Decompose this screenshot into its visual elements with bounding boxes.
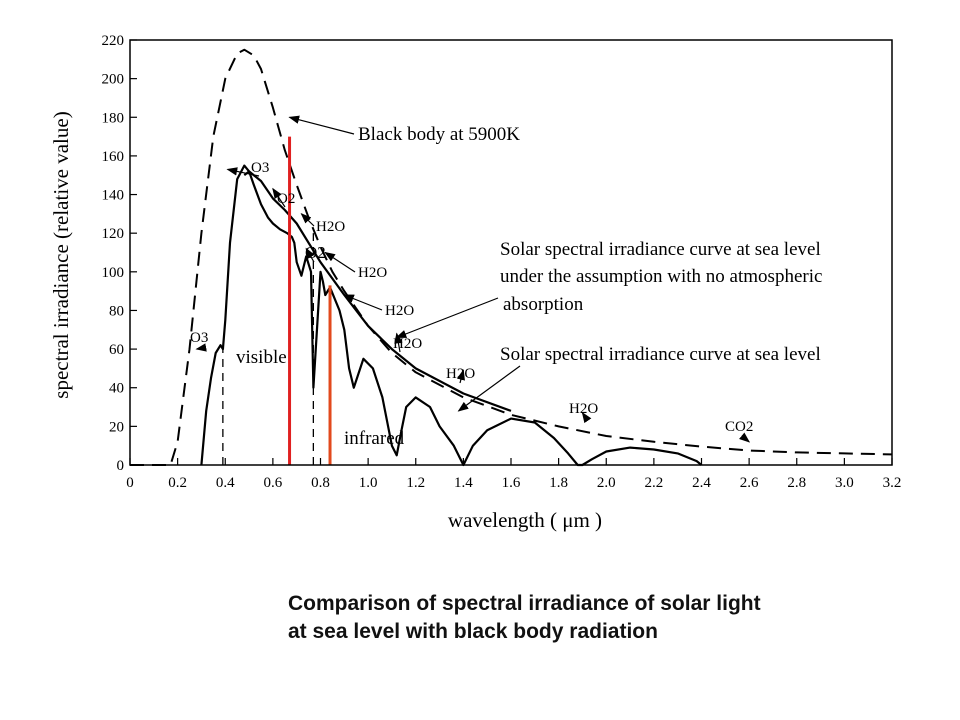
annotation-arrow (581, 411, 592, 424)
y-axis-label: spectral irradiance (relative value) (49, 111, 73, 398)
x-tick-label: 0.8 (311, 475, 330, 491)
y-tick-label: 60 (109, 342, 124, 358)
annotation-arrow (300, 213, 315, 227)
series-layer (130, 48, 893, 467)
label-sea-level: Solar spectral irradiance curve at sea l… (500, 344, 821, 365)
x-tick-label: 2.0 (597, 475, 616, 491)
annotation-h2o-3: H2O (385, 303, 414, 319)
label-no-absorption-line3: absorption (503, 294, 584, 315)
annotation-arrows (195, 115, 751, 443)
annotation-arrow (226, 167, 260, 177)
annotation-o2-mid: O2 (305, 243, 326, 262)
annotation-arrow (305, 247, 315, 263)
annotation-co2: CO2 (725, 419, 753, 435)
y-tick-label: 200 (102, 72, 125, 88)
annotation-arrow (195, 343, 207, 352)
annotation-h2o-1: H2O (316, 219, 345, 235)
no-absorption-curve (243, 170, 512, 412)
annotation-h2o-2: H2O (358, 265, 387, 281)
annotation-arrow (272, 187, 286, 208)
annotation-arrow (324, 251, 356, 273)
black-body-curve (130, 48, 893, 466)
annotation-h2o-4: H2O (393, 336, 422, 352)
caption-line-1: Comparison of spectral irradiance of sol… (288, 592, 761, 615)
annotation-arrow (343, 294, 383, 311)
x-axis-label: wavelength ( μm ) (448, 508, 602, 532)
x-tick-label: 0.6 (264, 475, 283, 491)
y-tick-label: 0 (117, 458, 125, 474)
annotation-o3-left: O3 (190, 330, 208, 346)
x-tick-label: 2.4 (692, 475, 711, 491)
x-tick-label: 3.2 (883, 475, 902, 491)
y-tick-label: 20 (109, 419, 124, 435)
x-tick-label: 1.4 (454, 475, 473, 491)
annotation-black-body: Black body at 5900K (358, 124, 520, 145)
figure-caption: Comparison of spectral irradiance of sol… (288, 590, 948, 646)
annotation-arrow (456, 369, 465, 384)
annotation-o3-top: O3 (251, 160, 269, 176)
x-tick-label: 1.2 (406, 475, 425, 491)
y-tick-label: 160 (102, 149, 125, 165)
x-tick-label: 1.8 (549, 475, 568, 491)
y-axis-ticks: 0 20 40 60 80 100 120 140 160 180 200 220 (102, 33, 137, 474)
y-tick-label: 220 (102, 33, 125, 49)
label-no-absorption-line2: under the assumption with no atmospheric (500, 266, 822, 287)
caption-line-2: at sea level with black body radiation (288, 620, 658, 643)
x-tick-label: 1.0 (359, 475, 378, 491)
y-tick-label: 140 (102, 188, 125, 204)
x-tick-label: 0.4 (216, 475, 235, 491)
y-tick-label: 120 (102, 226, 125, 242)
annotation-arrow (288, 115, 355, 135)
vertical-lines-layer (288, 136, 332, 465)
x-tick-label: 3.0 (835, 475, 854, 491)
x-tick-label: 2.2 (645, 475, 664, 491)
annotation-h2o-6: H2O (569, 401, 598, 417)
y-tick-label: 40 (109, 381, 124, 397)
x-tick-label: 0 (126, 475, 134, 491)
label-infrared: infrared (344, 428, 405, 449)
y-tick-label: 80 (109, 303, 124, 319)
plot-frame (129, 39, 893, 466)
x-tick-label: 2.6 (740, 475, 759, 491)
annotation-o2-top: O2 (277, 191, 295, 207)
label-no-absorption-line1: Solar spectral irradiance curve at sea l… (500, 239, 821, 260)
label-visible: visible (236, 347, 287, 368)
x-axis-ticks: 0 0.2 0.4 0.6 0.8 1.0 1.2 1.4 1.6 1.8 2.0 2.2 2.4 2.6… (126, 458, 901, 491)
x-tick-label: 2.8 (787, 475, 806, 491)
x-tick-label: 1.6 (502, 475, 521, 491)
sea-level-curve (200, 164, 703, 467)
annotation-h2o-5: H2O (446, 366, 475, 382)
annotation-arrow (739, 432, 751, 443)
annotation-arrow (457, 365, 521, 412)
y-tick-label: 100 (102, 265, 125, 281)
x-tick-label: 0.2 (168, 475, 187, 491)
annotation-arrow (395, 297, 499, 339)
y-tick-label: 180 (102, 110, 125, 126)
